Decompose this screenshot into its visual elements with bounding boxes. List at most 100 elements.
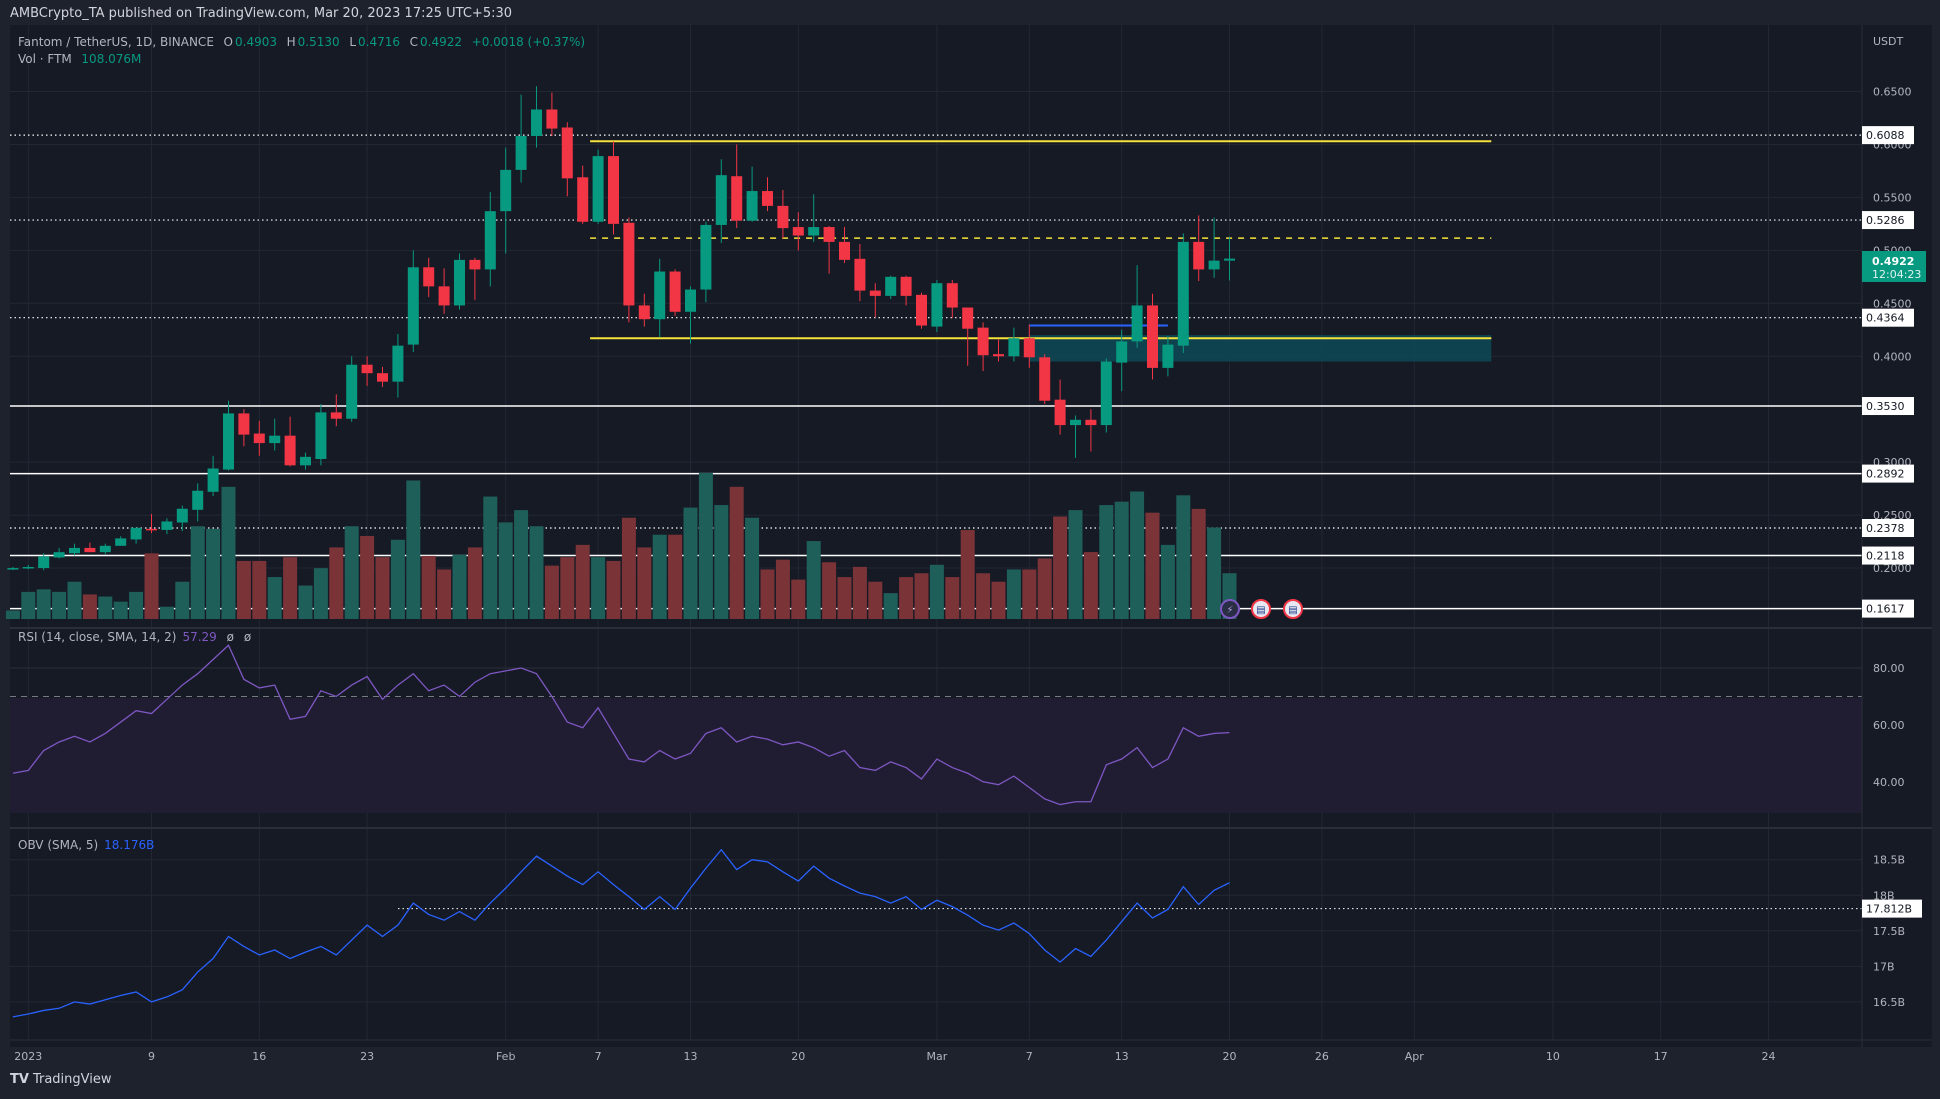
tradingview-logo-icon[interactable]: TV (10, 1072, 29, 1087)
open-value: 0.4903 (235, 35, 277, 49)
candle-body (7, 568, 19, 570)
volume-bar (267, 577, 282, 619)
candle-body (99, 545, 111, 553)
obv-tick: 17B (1873, 960, 1895, 973)
volume-bar (514, 510, 529, 619)
candle-body (515, 135, 527, 170)
time-label: 2023 (14, 1050, 42, 1063)
volume-bar (144, 553, 159, 619)
volume-bar (360, 535, 375, 619)
us-flag-event-icon: ▤ (1283, 599, 1303, 619)
volume-bar (1068, 510, 1083, 619)
volume-label[interactable]: Vol · FTM (18, 52, 72, 66)
volume-bar (21, 591, 36, 619)
candle-body (315, 412, 327, 459)
volume-bar (1037, 558, 1052, 619)
volume-bar (529, 526, 544, 619)
candle-body (577, 177, 589, 222)
level-label: 0.4364 (1866, 312, 1905, 325)
rsi-tick: 80.00 (1873, 662, 1905, 675)
volume-bar (929, 564, 944, 619)
countdown: 12:04:23 (1872, 268, 1921, 281)
level-label: 0.6088 (1866, 129, 1905, 142)
volume-bar (1053, 516, 1068, 619)
level-label: 0.2892 (1866, 468, 1905, 481)
volume-bar (775, 559, 790, 619)
demand-zone (1029, 335, 1492, 362)
volume-bar (1191, 508, 1206, 619)
volume-bar (98, 596, 113, 619)
rsi-tick: 40.00 (1873, 776, 1905, 789)
level-label: 0.2378 (1866, 522, 1905, 535)
candle-body (115, 538, 127, 546)
obv-tick: 18B (1873, 889, 1895, 902)
volume-bar (729, 486, 744, 619)
time-label: Apr (1405, 1050, 1425, 1063)
obv-line (12, 848, 1230, 1018)
candle-body (916, 294, 927, 326)
candle-body (454, 259, 465, 306)
volume-bar (575, 544, 590, 619)
price-tick: 0.2000 (1873, 562, 1912, 575)
candle-body (1054, 399, 1066, 426)
candle-body (146, 528, 157, 531)
rsi-extra-2: ø (243, 630, 252, 644)
volume-bar (837, 577, 852, 619)
volume-bar (791, 579, 806, 619)
volume-bar (591, 557, 606, 619)
volume-bar (36, 589, 51, 619)
volume-bar (760, 569, 775, 619)
rsi-legend[interactable]: RSI (14, close, SMA, 14, 2) 57.29 ø ø (18, 630, 251, 644)
candle-body (885, 276, 897, 296)
candle-body (823, 227, 835, 242)
volume-bar (745, 517, 760, 619)
volume-bar (560, 557, 575, 619)
candle-body (746, 191, 758, 221)
svg-text:⚡: ⚡ (1226, 605, 1233, 616)
volume-bar (344, 526, 359, 619)
candle-body (1177, 241, 1189, 346)
candle-body (1193, 241, 1205, 270)
high-label: H (286, 35, 296, 49)
obv-value: 18.176B (104, 838, 155, 852)
volume-bar (298, 585, 313, 619)
candle-body (792, 227, 804, 236)
volume-bar (1145, 512, 1160, 619)
candles (7, 86, 1235, 571)
candle-body (330, 412, 342, 419)
time-label: 9 (148, 1050, 155, 1063)
candle-body (1162, 344, 1174, 368)
volume-bar (498, 522, 513, 619)
volume-bar (822, 562, 837, 619)
time-label: 10 (1546, 1050, 1560, 1063)
candle-body (1208, 260, 1220, 270)
price-tick: 0.2500 (1873, 509, 1912, 522)
level-label-bg (1862, 519, 1914, 538)
time-label: 17 (1654, 1050, 1668, 1063)
candle-body (377, 373, 388, 382)
candle-body (84, 547, 96, 553)
candle-body (561, 127, 573, 179)
symbol-name[interactable]: Fantom / TetherUS, 1D, BINANCE (18, 35, 214, 49)
candle-body (1224, 258, 1235, 261)
level-label: 0.1617 (1866, 603, 1905, 616)
low-value: 0.4716 (358, 35, 400, 49)
price-tick: 0.6500 (1873, 86, 1912, 99)
time-axis[interactable]: 2023 9 16 23 Feb 7 13 20 Mar 7 13 20 26 Apr 10 17 24 (14, 1050, 1775, 1063)
candle-body (669, 271, 681, 312)
volume-bar (390, 539, 405, 619)
volume-bar (452, 554, 467, 619)
close-label: C (409, 35, 419, 49)
low-label: L (349, 35, 356, 49)
obv-legend[interactable]: OBV (SMA, 5) 18.176B (18, 838, 154, 852)
volume-bar (868, 581, 883, 619)
volume-bar (190, 526, 205, 619)
volume-bar (621, 517, 636, 619)
volume-bar (67, 581, 82, 619)
volume-bar (914, 573, 929, 619)
brand-name[interactable]: TradingView (32, 1072, 112, 1087)
candle-body (700, 224, 712, 290)
price-axis[interactable]: USDT 0.65000.60000.55000.50000.45000.400… (1862, 35, 1922, 1009)
volume-bar (283, 557, 298, 619)
